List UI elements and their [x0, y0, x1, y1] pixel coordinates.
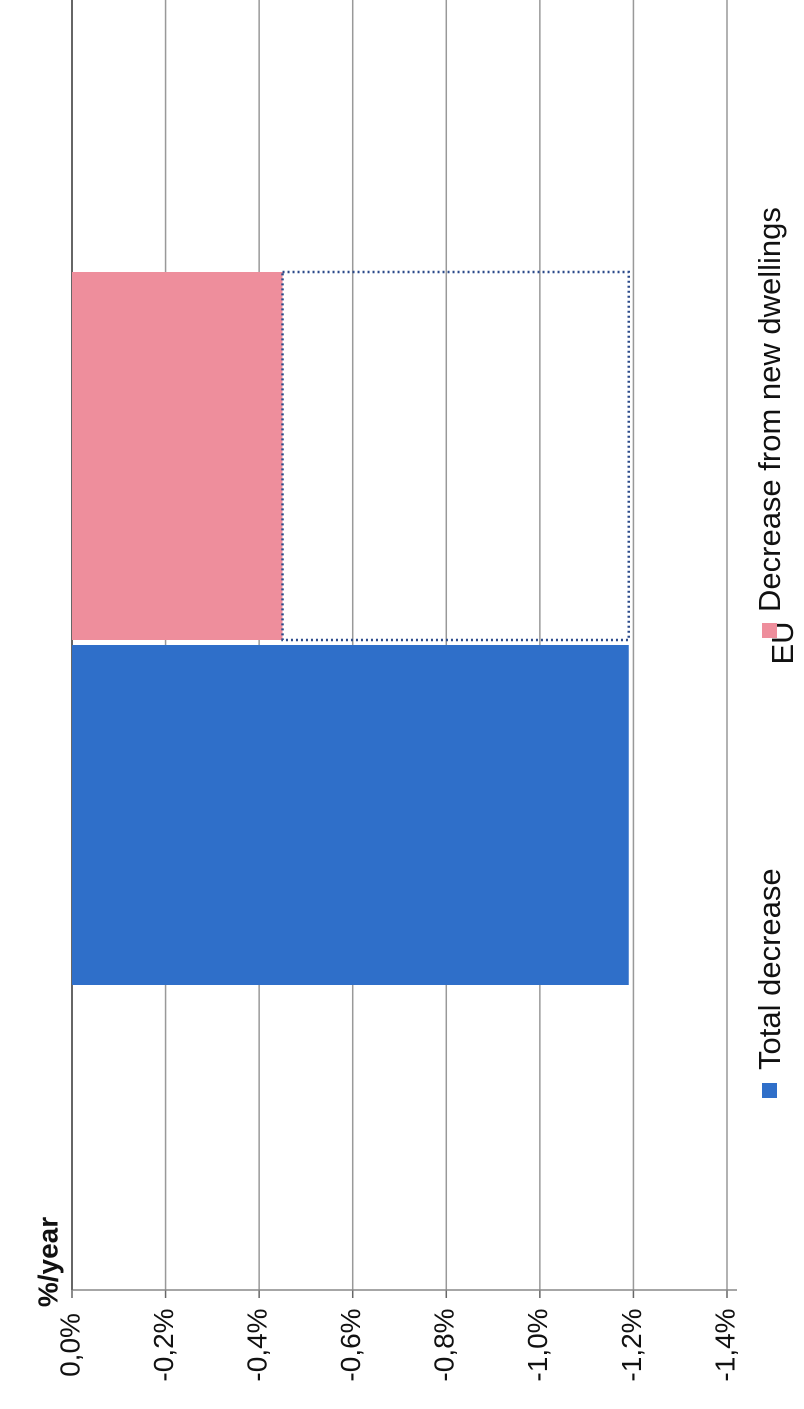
- y-tick-label: -0,4%: [242, 1308, 273, 1381]
- legend-swatch: [762, 623, 777, 638]
- y-tick-label: -1,4%: [709, 1308, 740, 1381]
- y-tick-label: 0,0%: [54, 1313, 85, 1377]
- legend-swatch: [762, 1083, 777, 1098]
- y-tick-label: -1,0%: [522, 1308, 553, 1381]
- y-tick-label: -1,2%: [616, 1308, 647, 1381]
- axis-label: %/year: [32, 1217, 63, 1307]
- legend-label: Decrease from new dwellings: [752, 207, 787, 612]
- bar: [72, 272, 283, 640]
- bar: [72, 645, 629, 985]
- legend-label: Total decrease: [752, 868, 787, 1070]
- y-tick-label: -0,6%: [335, 1308, 366, 1381]
- bar-outline: [281, 270, 630, 642]
- y-tick-label: -0,8%: [429, 1308, 460, 1381]
- y-tick-label: -0,2%: [148, 1308, 179, 1381]
